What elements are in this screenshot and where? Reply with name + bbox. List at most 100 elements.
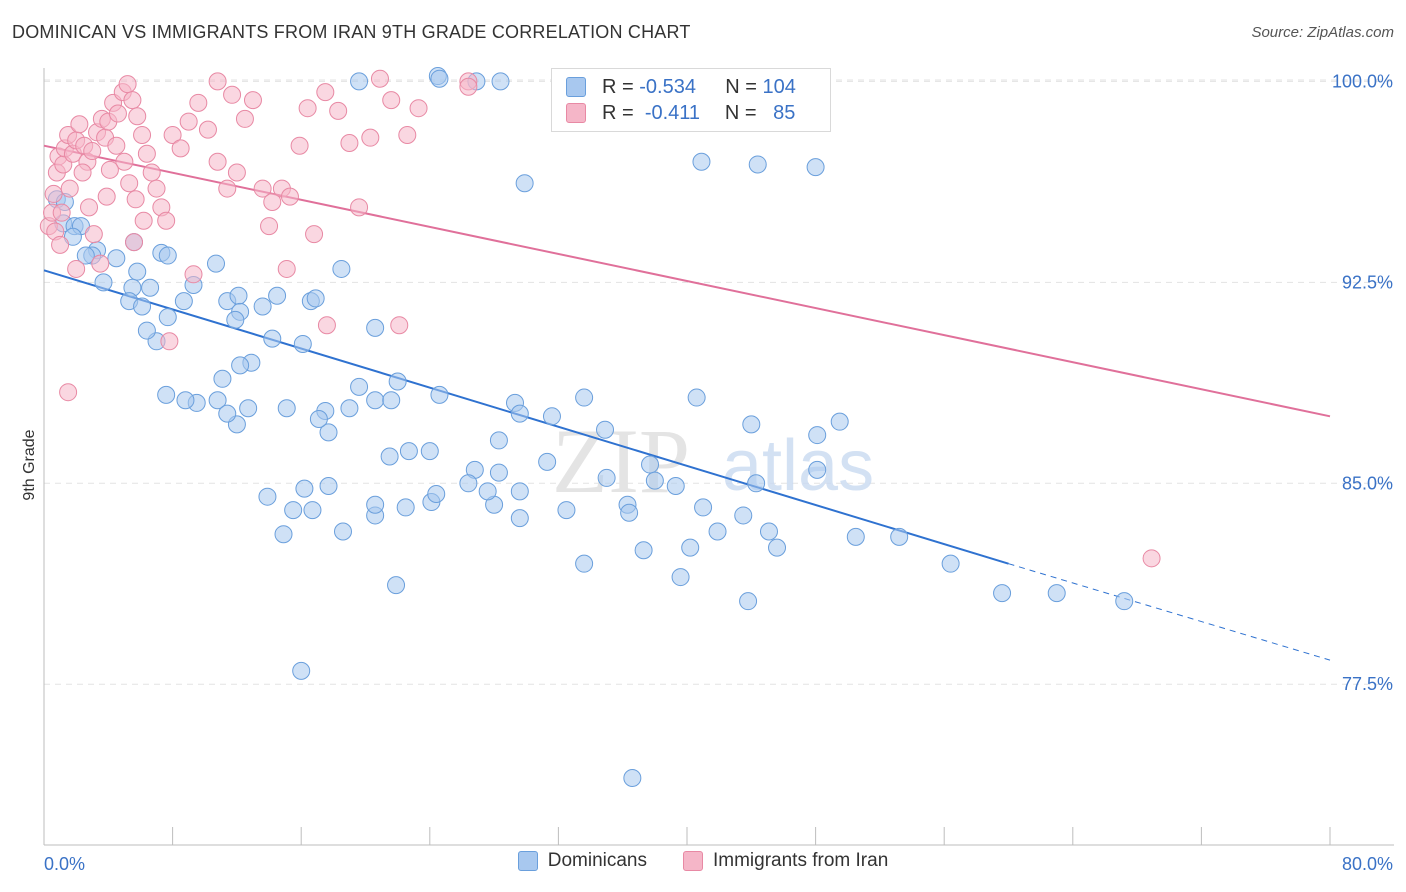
chart-title: DOMINICAN VS IMMIGRANTS FROM IRAN 9TH GR… [12, 22, 691, 42]
dominicans-point [538, 452, 557, 471]
legend-label-dominicans: Dominicans [547, 850, 647, 871]
dominicans-point [141, 278, 160, 297]
r-label: R = [602, 101, 634, 124]
iran-point [120, 174, 139, 193]
dominicans-point [399, 442, 418, 461]
dominicans-point [229, 286, 248, 305]
watermark-atlas: atlas [722, 426, 874, 506]
y-tick-label: 77.5% [1342, 674, 1393, 694]
watermark-zip: ZIP [552, 410, 690, 512]
dominicans-point [350, 72, 369, 91]
dominicans-point [277, 399, 296, 418]
iran-point [398, 125, 417, 144]
n-value: 104 [762, 75, 796, 98]
dominicans-point [748, 155, 767, 174]
dominicans-point [366, 391, 385, 410]
iran-point [157, 211, 176, 230]
tick-labels: 77.5% 85.0% 92.5% 100.0% 0.0% 80.0% [44, 71, 1393, 874]
iran-point [147, 179, 166, 198]
legend-swatch-iran [683, 851, 703, 871]
dominicans-point [292, 661, 311, 680]
dominicans-point [430, 385, 449, 404]
iran-point [290, 136, 309, 155]
dominicans-point [510, 404, 529, 423]
data-points [39, 67, 1161, 788]
dominicans-point [993, 584, 1012, 603]
iran-point [350, 198, 369, 217]
iran-point [317, 316, 336, 335]
dominicans-point [239, 399, 258, 418]
legend-item-iran: Immigrants from Iran [683, 850, 888, 872]
dominicans-point [213, 369, 232, 388]
iran-point [118, 75, 137, 94]
dominicans-point [295, 479, 314, 498]
iran-point [171, 139, 190, 158]
dominicans-point [623, 769, 642, 788]
dominicans-point [382, 391, 401, 410]
dominicans-point [808, 460, 827, 479]
iran-point [223, 85, 242, 104]
legend-row-iran: R = -0.411 N = 85 [566, 100, 795, 126]
dominicans-point [157, 385, 176, 404]
dominicans-point [76, 246, 95, 265]
iran-point [59, 383, 78, 402]
dominicans-point [734, 506, 753, 525]
legend-row-dominicans: R = -0.534 N = 104 [566, 74, 796, 100]
dominicans-point [137, 321, 156, 340]
dominicans-point [174, 292, 193, 311]
iran-point [298, 99, 317, 118]
iran-point [142, 163, 161, 182]
y-tick-label: 85.0% [1342, 473, 1393, 493]
dominicans-point [681, 538, 700, 557]
iran-point [70, 115, 89, 134]
dominicans-point [231, 356, 250, 375]
dominicans-point [1115, 592, 1134, 611]
dominicans-point [333, 522, 352, 541]
dominicans-point [420, 442, 439, 461]
iran-point [128, 107, 147, 126]
dominicans-point [226, 310, 245, 329]
dominicans-point [380, 447, 399, 466]
r-value: -0.534 [639, 75, 696, 98]
dominicans-point [430, 69, 449, 88]
dominicans-point [708, 522, 727, 541]
source-label: Source: ZipAtlas.com [1251, 24, 1394, 41]
iran-point [316, 83, 335, 102]
gridlines [44, 79, 1394, 685]
dominicans-point [268, 286, 287, 305]
iran-point [123, 91, 142, 110]
iran-point [73, 163, 92, 182]
dominicans-point [94, 273, 113, 292]
dominicans-point [350, 377, 369, 396]
dominicans-point [309, 409, 328, 428]
dominicans-point [366, 495, 385, 514]
dominicans-point [808, 426, 827, 445]
iran-point [235, 109, 254, 128]
dominicans-point [319, 423, 338, 442]
iran-point [125, 233, 144, 252]
dominicans-point [666, 476, 685, 495]
iran-point [382, 91, 401, 110]
dominicans-point [128, 262, 147, 281]
dominicans-point [274, 525, 293, 544]
dominicans-point [303, 501, 322, 520]
watermark: ZIP atlas [552, 410, 874, 512]
dominicans-point [747, 474, 766, 493]
dominicans-point [759, 522, 778, 541]
dominicans-point [641, 455, 660, 474]
iran-point [52, 203, 71, 222]
dominicans-point [319, 476, 338, 495]
iran-point [305, 225, 324, 244]
y-tick-label: 100.0% [1332, 71, 1393, 91]
iran-point [91, 254, 110, 273]
dominicans-point [63, 227, 82, 246]
dominicans-point [478, 482, 497, 501]
dominicans-point [176, 391, 195, 410]
dominicans-point [284, 501, 303, 520]
iran-point [133, 125, 152, 144]
dominicans-point [388, 372, 407, 391]
iran-point [243, 91, 262, 110]
iran-point [260, 217, 279, 236]
legend-swatch-iran [566, 103, 586, 123]
iran-point [370, 69, 389, 88]
